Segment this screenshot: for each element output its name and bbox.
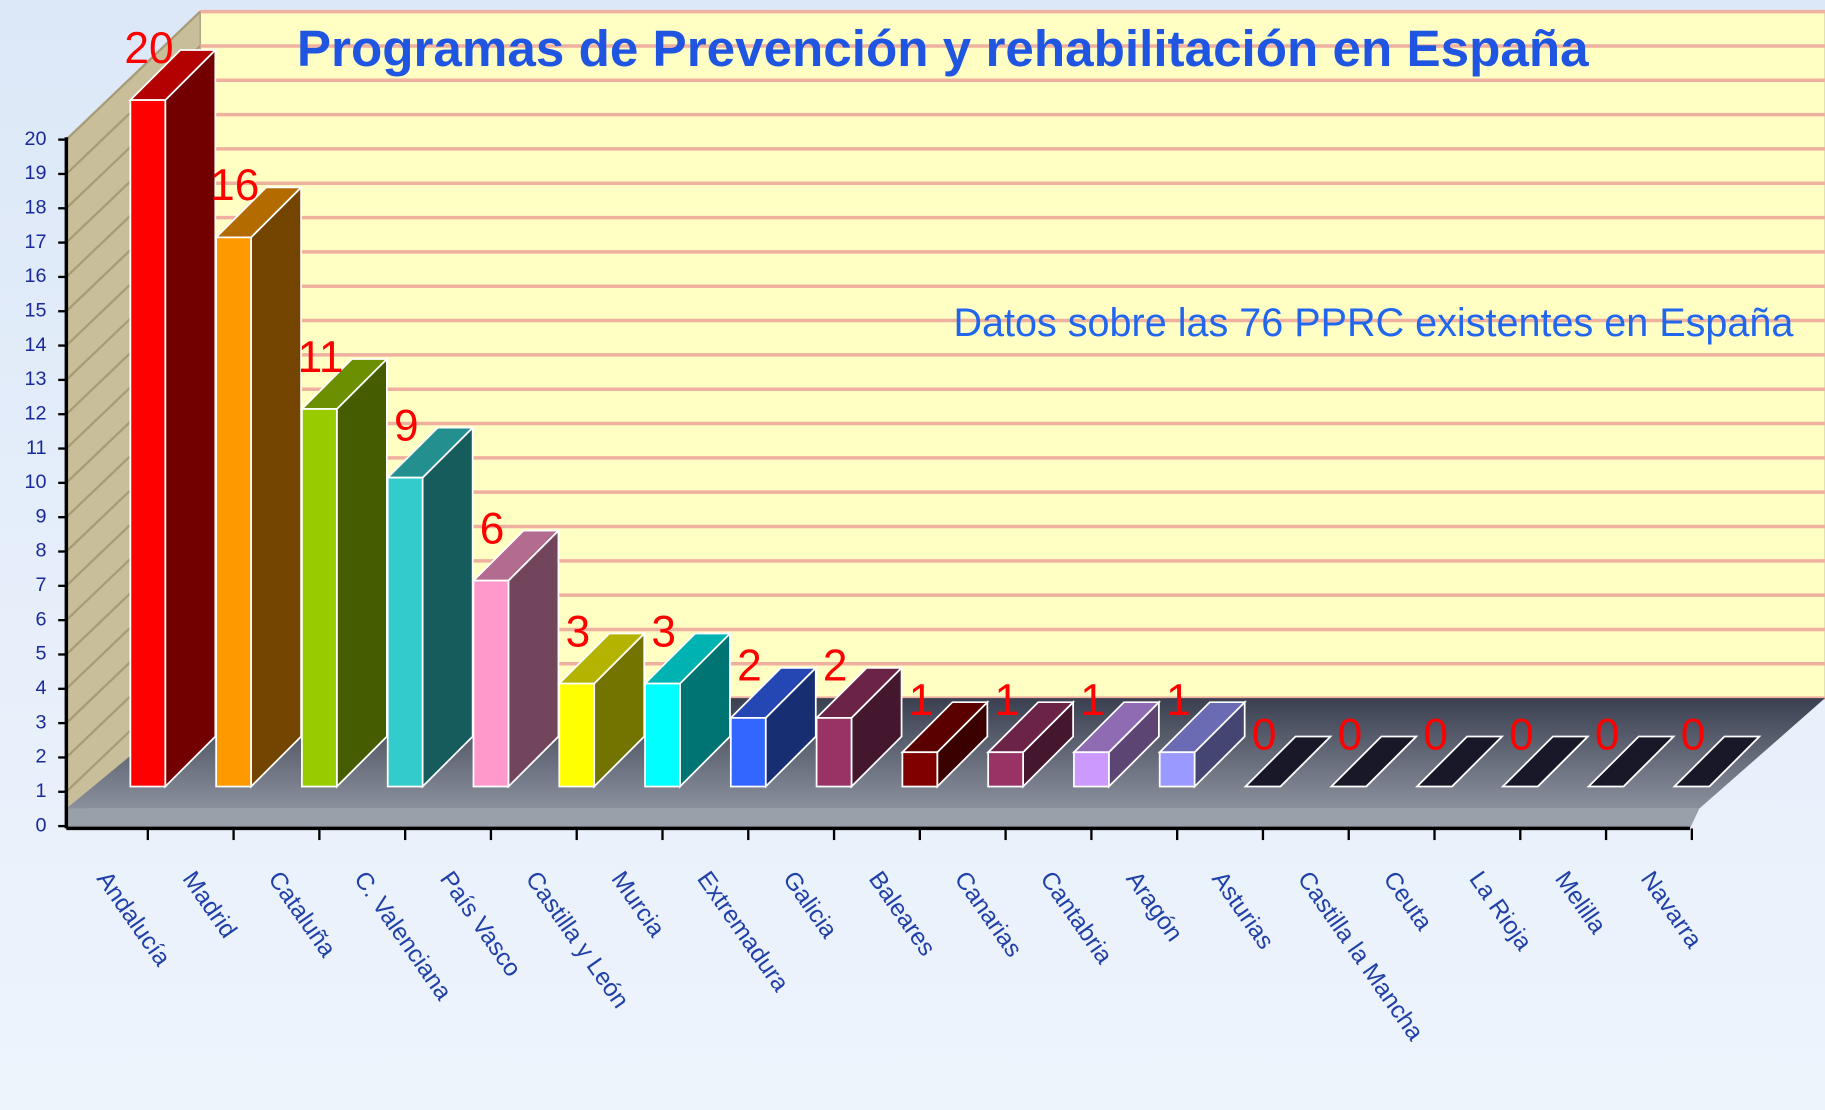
bar-front [729, 717, 767, 788]
bar [642, 631, 733, 789]
value-label: 20 [124, 24, 173, 73]
bar-top [1243, 735, 1333, 788]
value-label: 1 [994, 676, 1019, 725]
bar-front [386, 476, 424, 788]
bar-front [301, 408, 338, 788]
bar [900, 700, 990, 789]
y-tick-label: 18 [25, 196, 47, 218]
bar [814, 665, 904, 789]
bar-front [129, 99, 167, 788]
bar-side [164, 47, 217, 789]
bar-top [1329, 735, 1419, 788]
value-label: 0 [1509, 710, 1534, 759]
floor-edge [66, 808, 1700, 829]
value-label: 0 [1338, 710, 1363, 759]
bar-front [558, 682, 596, 788]
bar [299, 356, 389, 789]
y-tick-label: 20 [25, 128, 47, 150]
y-tick-label: 10 [25, 471, 47, 493]
bar [986, 700, 1076, 789]
bar-side [421, 425, 474, 789]
side-grid-line [65, 10, 201, 141]
y-tick-label: 15 [25, 299, 47, 321]
bar-front [215, 236, 252, 788]
y-tick-label: 3 [36, 711, 47, 733]
bar-top [1586, 735, 1676, 788]
y-tick-label: 13 [25, 368, 47, 390]
y-tick-label: 14 [25, 334, 47, 356]
bar [1071, 700, 1162, 789]
value-label: 6 [480, 504, 505, 553]
value-label: 1 [909, 676, 934, 725]
value-label: 0 [1423, 710, 1448, 759]
value-label: 11 [298, 333, 344, 382]
value-label: 2 [737, 642, 762, 691]
value-label: 9 [394, 401, 419, 450]
bar [214, 185, 304, 789]
bar [557, 631, 647, 789]
bar [1586, 735, 1676, 788]
bar-front [1158, 751, 1196, 788]
y-tick-label: 16 [25, 265, 47, 287]
y-tick-label: 7 [36, 574, 47, 596]
bar-top [1672, 735, 1762, 788]
value-label: 0 [1595, 710, 1620, 759]
bar [1243, 735, 1333, 788]
y-tick-label: 9 [36, 505, 47, 527]
value-label: 2 [823, 642, 848, 691]
bar [128, 47, 218, 789]
bar [471, 528, 561, 789]
value-label: 3 [566, 607, 591, 656]
value-label: 1 [1166, 676, 1191, 725]
bar-front [901, 751, 939, 788]
y-tick-label: 2 [36, 746, 47, 768]
bar [1329, 735, 1419, 788]
bar-side [250, 185, 302, 789]
bar-top [1500, 735, 1590, 788]
y-tick-label: 4 [36, 677, 47, 699]
bar-front [1073, 751, 1110, 788]
value-label: 16 [210, 161, 259, 210]
bar-side [335, 356, 388, 789]
value-label: 3 [651, 607, 676, 656]
bar-front [987, 751, 1024, 788]
bar [728, 665, 818, 789]
bar-front [815, 717, 853, 788]
y-tick-label: 5 [36, 643, 47, 665]
value-label: 1 [1080, 676, 1105, 725]
y-tick-label: 8 [36, 540, 47, 562]
value-label: 0 [1252, 710, 1277, 759]
y-tick-label: 19 [25, 162, 47, 184]
bar-front [472, 579, 510, 788]
y-tick-label: 0 [36, 814, 47, 836]
bar-top [1414, 735, 1505, 788]
y-tick-label: 1 [36, 780, 47, 802]
bar [1500, 735, 1590, 788]
y-tick-label: 17 [25, 231, 47, 253]
bar [385, 425, 475, 789]
chart-subtitle: Datos sobre las 76 PPRC existentes en Es… [953, 301, 1793, 345]
bar [1672, 735, 1762, 788]
bar [1414, 735, 1505, 788]
chart-title: Programas de Prevención y rehabilitación… [297, 20, 1589, 77]
value-label: 0 [1681, 710, 1706, 759]
bar [1157, 700, 1247, 789]
bar-front [644, 682, 681, 788]
y-tick-label: 11 [26, 437, 47, 459]
y-tick-label: 6 [36, 608, 47, 630]
y-tick-label: 12 [25, 402, 47, 424]
